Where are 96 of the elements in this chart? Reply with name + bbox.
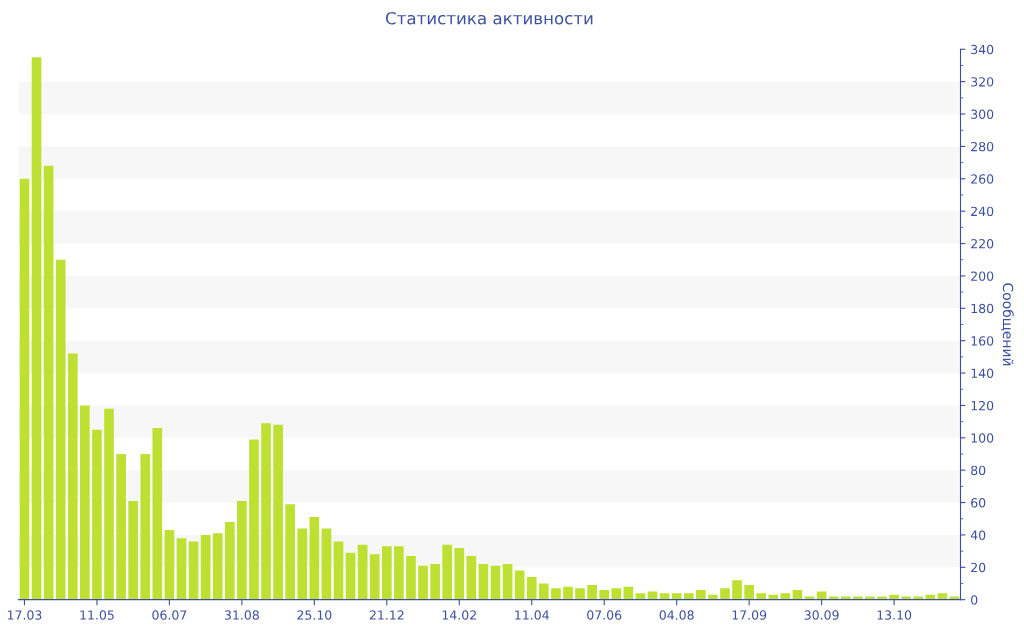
bar xyxy=(152,428,163,600)
bar xyxy=(877,596,887,600)
bar xyxy=(418,565,428,600)
bar xyxy=(43,165,54,600)
bar xyxy=(442,544,453,600)
bar xyxy=(345,552,356,600)
bar xyxy=(696,589,706,600)
bar xyxy=(176,538,187,600)
bar xyxy=(237,500,247,600)
x-tick-label: 11.04 xyxy=(515,610,549,620)
bar xyxy=(128,500,138,600)
bar xyxy=(249,439,259,600)
bar xyxy=(188,541,199,600)
bar xyxy=(297,528,308,600)
bar xyxy=(164,530,175,600)
bar xyxy=(720,588,730,600)
y-tick-label: 340 xyxy=(971,44,994,55)
bar xyxy=(551,588,561,600)
bar xyxy=(671,593,682,600)
y-axis-title: Сообщений xyxy=(1001,283,1014,366)
bar xyxy=(104,408,114,600)
bar xyxy=(744,585,754,600)
bar xyxy=(285,504,296,600)
bar xyxy=(116,453,126,600)
bar xyxy=(611,588,622,600)
bar xyxy=(828,596,839,600)
chart-title: Статистика активности xyxy=(386,11,593,25)
bar xyxy=(357,544,368,600)
bar xyxy=(80,405,90,600)
bar xyxy=(853,596,863,600)
x-tick-label: 21.12 xyxy=(369,610,404,620)
bar xyxy=(683,593,694,600)
bar xyxy=(321,528,332,600)
bar xyxy=(261,423,271,600)
bar xyxy=(865,596,875,600)
bar xyxy=(587,585,597,600)
y-tick-label: 160 xyxy=(971,336,994,346)
x-tick-label: 07.06 xyxy=(587,610,622,620)
x-tick-label: 13.10 xyxy=(877,610,912,620)
bar xyxy=(732,580,742,600)
bar xyxy=(19,178,30,600)
bar xyxy=(406,555,416,600)
x-tick-label: 06.07 xyxy=(152,610,187,620)
bar xyxy=(273,424,283,600)
bar xyxy=(430,564,440,600)
y-tick-label: 180 xyxy=(971,303,994,314)
bar xyxy=(212,533,223,600)
y-tick-label: 40 xyxy=(970,530,986,540)
x-tick-label: 25.10 xyxy=(297,610,332,620)
bar xyxy=(538,583,549,600)
bar xyxy=(526,577,537,600)
y-tick-label: 280 xyxy=(971,141,994,152)
y-tick-label: 260 xyxy=(971,174,994,184)
y-tick-label: 0 xyxy=(971,595,978,605)
y-tick-label: 100 xyxy=(971,433,994,443)
bar xyxy=(901,596,911,600)
bar xyxy=(369,554,380,600)
y-tick-label: 120 xyxy=(971,400,994,411)
bar xyxy=(67,353,78,600)
y-tick-label: 20 xyxy=(971,562,986,573)
bar xyxy=(31,57,42,600)
x-tick-label: 30.09 xyxy=(804,610,839,620)
y-tick-label: 220 xyxy=(971,239,994,249)
y-tick-label: 80 xyxy=(971,465,986,476)
y-tick-label: 140 xyxy=(971,368,994,378)
x-tick-label: 17.09 xyxy=(732,610,767,620)
bar xyxy=(490,565,501,600)
bar xyxy=(381,546,392,600)
bar xyxy=(140,453,151,600)
y-tick-label: 200 xyxy=(971,271,994,281)
y-tick-label: 240 xyxy=(971,206,994,217)
x-tick-label: 31.08 xyxy=(224,610,259,620)
bar xyxy=(333,541,344,600)
bar xyxy=(55,259,66,600)
x-tick-label: 04.08 xyxy=(659,610,694,620)
bar xyxy=(913,596,924,600)
bar xyxy=(575,588,585,600)
bar xyxy=(756,593,767,600)
bar xyxy=(309,517,320,600)
bar xyxy=(92,429,102,600)
y-tick-label: 320 xyxy=(971,77,994,87)
bar xyxy=(563,586,573,600)
y-tick-label: 300 xyxy=(971,109,994,119)
x-tick-label: 11.05 xyxy=(80,610,114,620)
bar xyxy=(394,546,404,600)
bar xyxy=(200,534,211,600)
x-tick-label: 14.02 xyxy=(442,610,476,620)
bar xyxy=(224,521,235,600)
bar xyxy=(454,547,465,600)
bar xyxy=(478,564,489,600)
bar xyxy=(466,555,477,600)
bar xyxy=(502,564,513,600)
bar xyxy=(599,589,610,600)
y-tick-label: 60 xyxy=(971,498,986,508)
bar xyxy=(840,596,851,600)
x-tick-label: 17.03 xyxy=(7,610,42,620)
